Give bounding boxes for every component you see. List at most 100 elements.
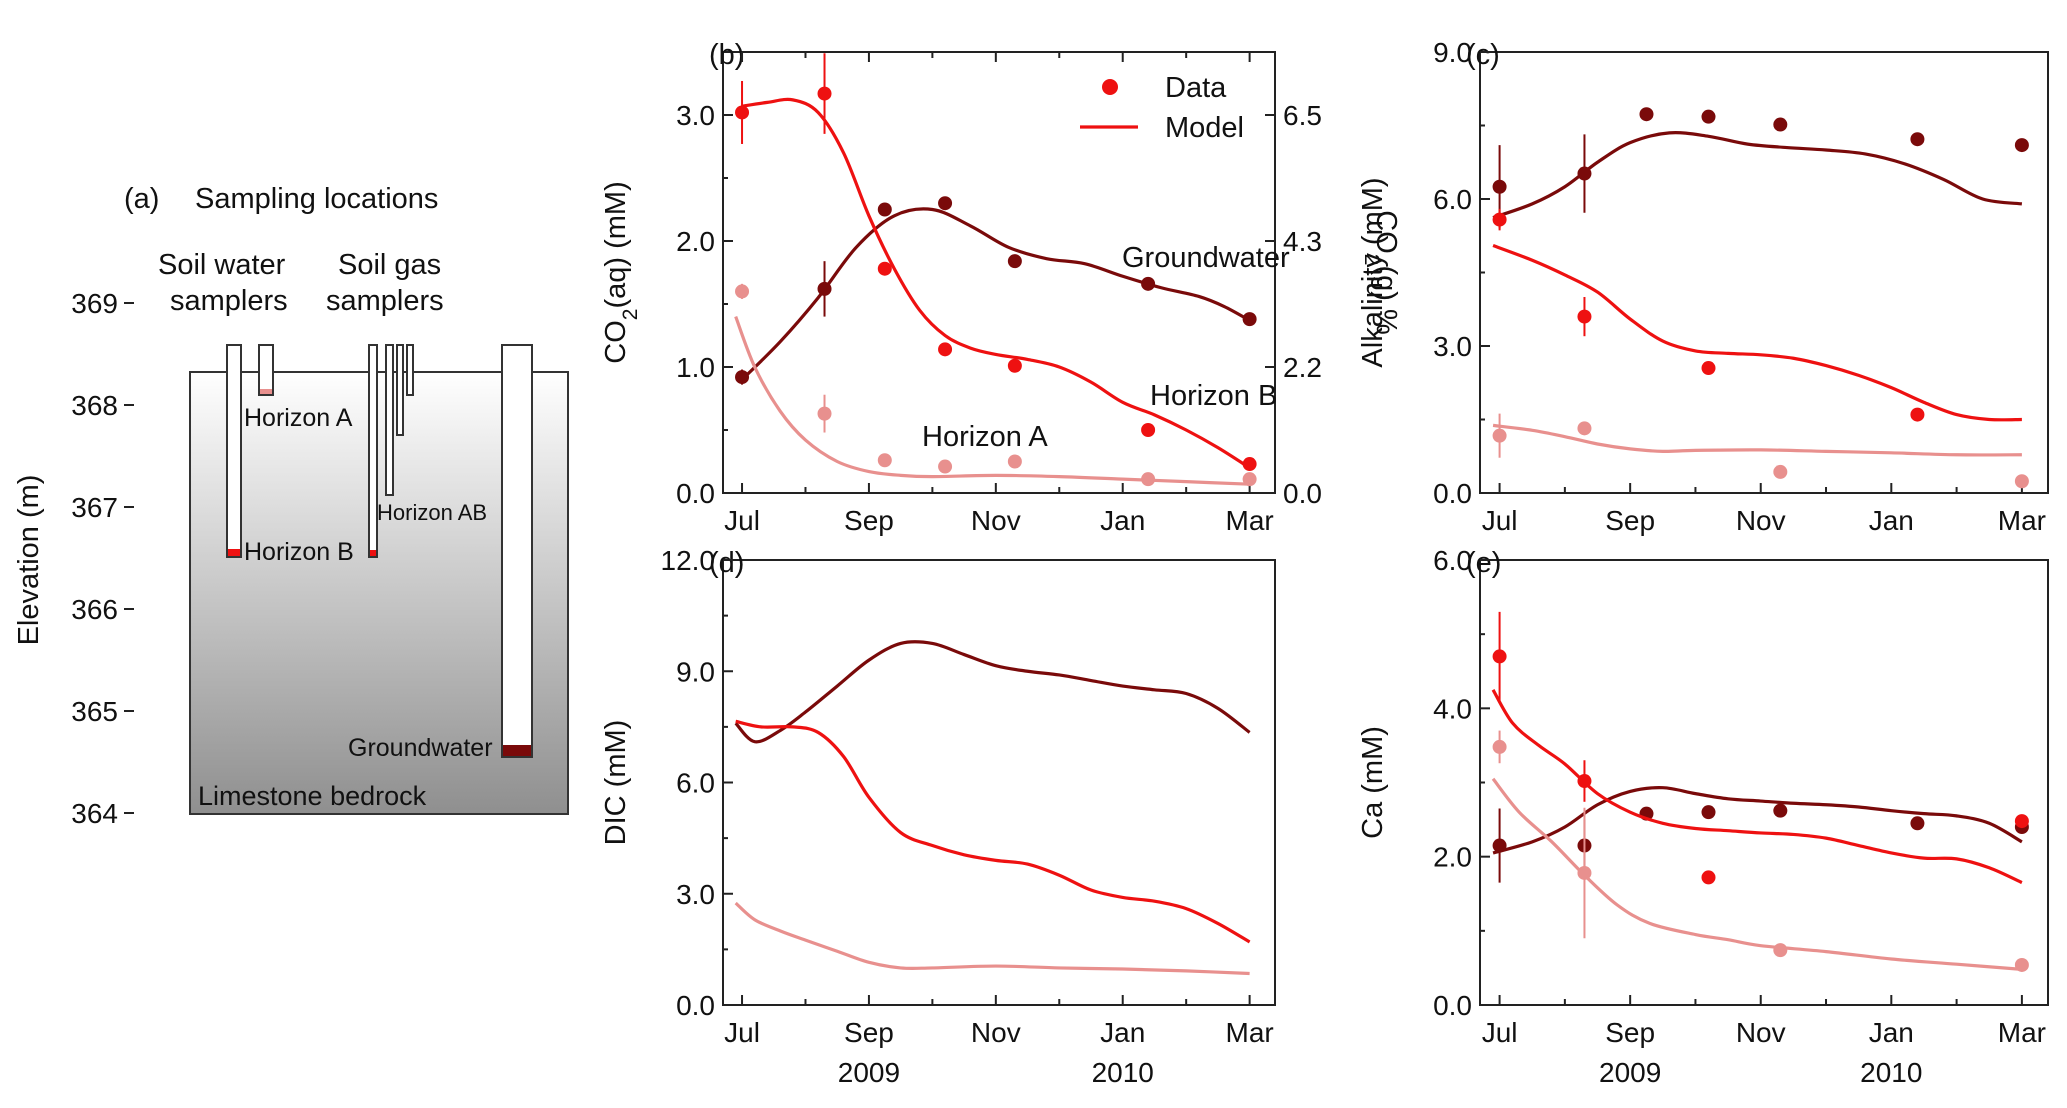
elevation-ticks: 369 368 367 366 365 364 xyxy=(71,288,134,829)
y-tick-label: 2.0 xyxy=(1433,842,1472,873)
elevation-tick-label: 369 xyxy=(71,288,118,319)
data-point-groundwater xyxy=(1492,179,1507,194)
model-line-groundwater xyxy=(734,640,1251,744)
data-point-horizon_a xyxy=(1577,421,1592,436)
x-tick-label: Jan xyxy=(1100,505,1145,536)
series-label-horizon-b: Horizon B xyxy=(1150,380,1277,412)
chart-panel-d: (d) 0.0 3.0 6.0 9.0 12.0 DIC (mM) Jul Sep Nov Jan M… xyxy=(600,545,1276,1088)
y-tick-label: 3.0 xyxy=(676,879,715,910)
series-label-horizon-a: Horizon A xyxy=(922,421,1048,453)
data-point-groundwater xyxy=(1577,166,1592,181)
horizon-b-label: Horizon B xyxy=(244,538,354,566)
data-point-horizon_b xyxy=(735,105,750,120)
y-axis-label: Alkalinity (mM) xyxy=(1357,177,1389,367)
series-label-groundwater: Groundwater xyxy=(1122,242,1290,274)
elevation-tick-label: 364 xyxy=(71,798,118,829)
data-point-groundwater xyxy=(1492,838,1507,853)
horizon-b-sampler-tip xyxy=(228,549,240,556)
model-line-horizon_b xyxy=(735,719,1251,944)
data-point-horizon_b xyxy=(1492,212,1507,227)
y-right-axis-label-main: CO xyxy=(1370,210,1402,254)
soil-water-sampler-deep xyxy=(226,344,242,558)
y-tick-label: 9.0 xyxy=(676,656,715,687)
legend-data-marker xyxy=(1102,79,1118,95)
x-tick-label: Jul xyxy=(724,1017,760,1048)
chart-panel-e: (e) 0.0 2.0 4.0 6.0 Ca (mM) Jul Sep Nov Jan Mar 200… xyxy=(1357,545,2049,1088)
y-tick-label: 3.0 xyxy=(1433,331,1472,362)
model-line-horizon_a xyxy=(1492,423,2022,457)
model-line-horizon_b xyxy=(1491,688,2023,885)
data-point-groundwater xyxy=(1910,816,1925,831)
data-point-horizon_a xyxy=(2014,474,2029,489)
model-line-groundwater xyxy=(740,207,1251,381)
y-tick-label: 0.0 xyxy=(676,990,715,1021)
x-tick-label: Jul xyxy=(1482,1017,1518,1048)
elevation-tick-label: 365 xyxy=(71,696,118,727)
y-tick-label: 0.0 xyxy=(1433,990,1472,1021)
panel-a-tag: (a) xyxy=(124,183,159,215)
x-tick-label: Mar xyxy=(1998,505,2046,536)
y-right-axis-label: CO2(g) % xyxy=(1361,210,1403,334)
data-point-horizon_a xyxy=(1492,739,1507,754)
soil-gas-sampler-tip xyxy=(370,550,376,556)
x-year-label: 2010 xyxy=(1860,1057,1922,1088)
y-tick-label: 2.0 xyxy=(676,226,715,257)
y-right-axis-label-sub: 2 xyxy=(1361,254,1384,266)
x-tick-label: Jan xyxy=(1869,505,1914,536)
model-line-horizon_a xyxy=(734,901,1250,976)
data-point-groundwater xyxy=(938,196,953,211)
data-point-groundwater xyxy=(1639,107,1654,122)
soil-gas-sampler-mid xyxy=(385,344,394,496)
x-year-label: 2009 xyxy=(838,1057,900,1088)
model-line-horizon_a xyxy=(734,316,1250,486)
y-right-tick-label: 4.3 xyxy=(1283,226,1322,257)
model-line-horizon_b xyxy=(741,97,1251,470)
x-tick-label: Mar xyxy=(1998,1017,2046,1048)
x-tick-label: Mar xyxy=(1226,1017,1274,1048)
data-point-horizon_a xyxy=(2014,957,2029,972)
x-year-label: 2009 xyxy=(1599,1057,1661,1088)
data-point-groundwater xyxy=(877,202,892,217)
x-tick-label: Sep xyxy=(1605,1017,1655,1048)
data-point-groundwater xyxy=(1773,117,1788,132)
x-year-label: 2010 xyxy=(1092,1057,1154,1088)
y-tick-label: 12.0 xyxy=(661,545,716,576)
x-tick-label: Jul xyxy=(724,505,760,536)
groundwater-label: Groundwater xyxy=(348,734,493,762)
y-axis-label: DIC (mM) xyxy=(600,720,632,846)
elevation-tick-label: 368 xyxy=(71,390,118,421)
soil-gas-label-1: Soil gas xyxy=(338,249,441,281)
data-point-horizon_a xyxy=(1141,472,1156,487)
elevation-tick-label: 366 xyxy=(71,594,118,625)
data-point-horizon_b xyxy=(1492,649,1507,664)
data-point-horizon_a xyxy=(938,459,953,474)
plot-frame xyxy=(1479,51,2049,494)
x-tick-label: Nov xyxy=(1736,505,1786,536)
x-tick-label: Sep xyxy=(844,1017,894,1048)
data-point-horizon_a xyxy=(1577,865,1592,880)
plot-frame xyxy=(722,559,1276,1006)
data-point-groundwater xyxy=(1701,109,1716,124)
x-tick-label: Nov xyxy=(1736,1017,1786,1048)
data-point-groundwater xyxy=(817,281,832,296)
panel-a-title: Sampling locations xyxy=(195,183,438,215)
y-axis-label-main: CO xyxy=(600,320,632,364)
horizon-a-sampler-tip xyxy=(260,389,272,394)
data-point-horizon_b xyxy=(817,86,832,101)
data-point-groundwater xyxy=(735,370,750,385)
soil-water-label-2: samplers xyxy=(170,285,288,317)
groundwater-well xyxy=(501,344,533,758)
data-point-horizon_b xyxy=(2014,814,2029,829)
data-point-horizon_b xyxy=(1577,774,1592,789)
y-tick-label: 6.0 xyxy=(676,768,715,799)
groundwater-well-tip xyxy=(503,745,531,756)
soil-water-sampler-shallow xyxy=(258,344,274,396)
panel-tag: (e) xyxy=(1466,547,1501,579)
elevation-axis-label: Elevation (m) xyxy=(13,475,45,646)
soil-water-label-1: Soil water xyxy=(158,249,286,281)
panel-tag: (d) xyxy=(709,547,744,579)
y-tick-label: 0.0 xyxy=(1433,478,1472,509)
